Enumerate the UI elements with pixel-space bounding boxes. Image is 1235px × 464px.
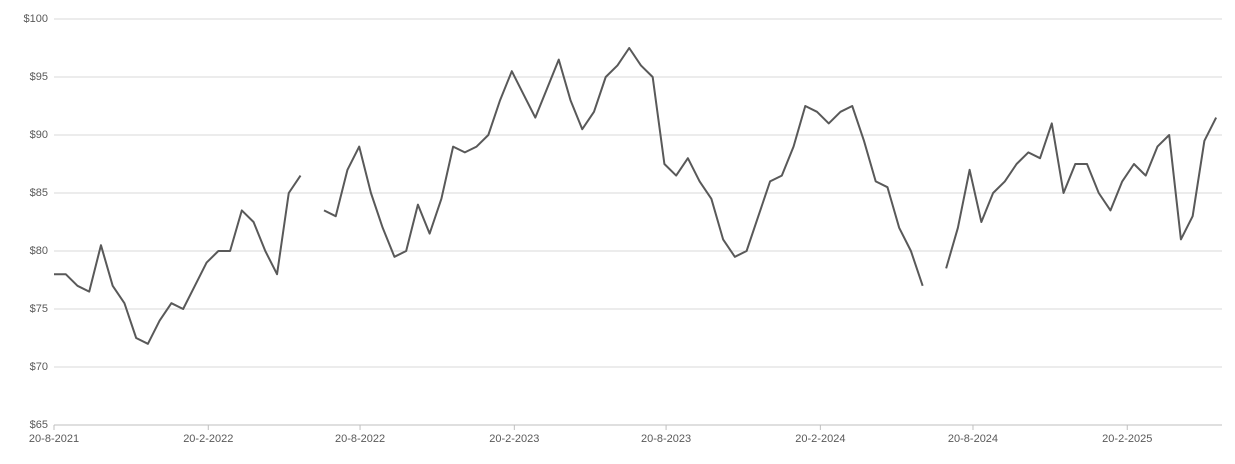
y-tick-label: $80 xyxy=(30,245,48,257)
x-tick-label: 20-2-2024 xyxy=(795,433,845,445)
y-tick-label: $85 xyxy=(30,187,48,199)
y-tick-label: $65 xyxy=(30,419,48,431)
y-tick-label: $95 xyxy=(30,71,48,83)
data-line xyxy=(54,175,302,345)
data-line xyxy=(945,117,1218,269)
x-tick-label: 20-8-2024 xyxy=(948,433,998,445)
y-tick-label: $70 xyxy=(30,361,48,373)
x-tick-label: 20-8-2022 xyxy=(335,433,385,445)
y-tick-label: $75 xyxy=(30,303,48,315)
data-line xyxy=(323,47,924,287)
x-tick-label: 20-2-2022 xyxy=(183,433,233,445)
y-tick-label: $100 xyxy=(24,13,48,25)
x-tick-label: 20-8-2023 xyxy=(641,433,691,445)
x-tick-label: 20-2-2023 xyxy=(489,433,539,445)
x-tick-label: 20-8-2021 xyxy=(29,433,79,445)
y-tick-label: $90 xyxy=(30,129,48,141)
x-tick-label: 20-2-2025 xyxy=(1102,433,1152,445)
